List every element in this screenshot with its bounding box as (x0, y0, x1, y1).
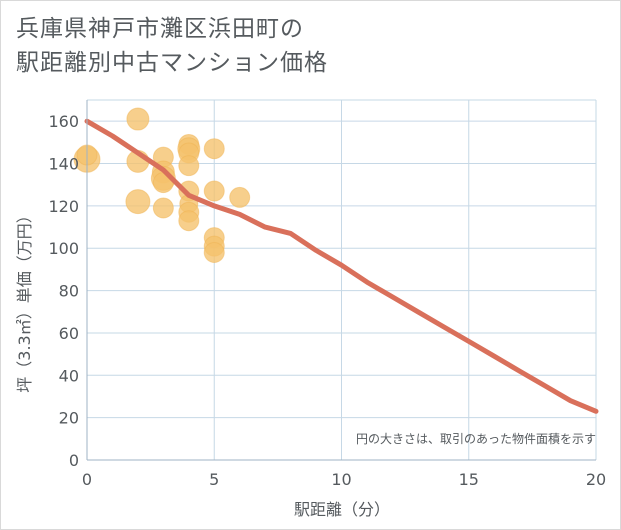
trend-line (84, 118, 599, 414)
x-tick-label-20: 20 (586, 470, 606, 489)
data-point-13 (178, 155, 200, 177)
x-tick-label-15: 15 (459, 470, 479, 489)
x-axis-label: 駅距離（分） (294, 500, 390, 519)
scatter-points (73, 107, 251, 263)
y-tick-label-120: 120 (48, 197, 79, 216)
data-point-18 (203, 138, 225, 160)
y-tick-label-80: 80 (59, 282, 79, 301)
size-annotation: 円の大きさは、取引のあった物件面積を示す (356, 431, 596, 446)
y-axis-label: 坪（3.3㎡）単価（万円） (15, 207, 34, 392)
data-point-23 (229, 186, 251, 208)
trend-line-group (84, 118, 599, 414)
data-point-17 (178, 210, 200, 232)
y-tick-label-20: 20 (59, 409, 79, 428)
data-point-4 (125, 189, 151, 215)
title-line-2: 駅距離別中古マンション価格 (16, 50, 328, 76)
x-tick-label-5: 5 (209, 470, 219, 489)
y-tick-label-40: 40 (59, 366, 79, 385)
axes: 0 20 40 60 80 100 120 140 160 0 5 10 15 20 (48, 100, 606, 489)
y-tick-label-60: 60 (59, 324, 79, 343)
data-point-2 (126, 107, 150, 131)
data-point-9 (152, 197, 174, 219)
y-tick-label-0: 0 (69, 451, 79, 470)
y-tick-label-100: 100 (48, 239, 79, 258)
data-point-22 (203, 241, 225, 263)
y-tick-label-140: 140 (48, 155, 79, 174)
title-line-1: 兵庫県神戸市灘区浜田町の (16, 16, 304, 42)
y-tick-label-160: 160 (48, 112, 79, 131)
data-point-19 (203, 180, 225, 202)
chart-title: 兵庫県神戸市灘区浜田町の 駅距離別中古マンション価格 (16, 12, 328, 80)
x-tick-label-0: 0 (82, 470, 92, 489)
x-tick-label-10: 10 (331, 470, 351, 489)
